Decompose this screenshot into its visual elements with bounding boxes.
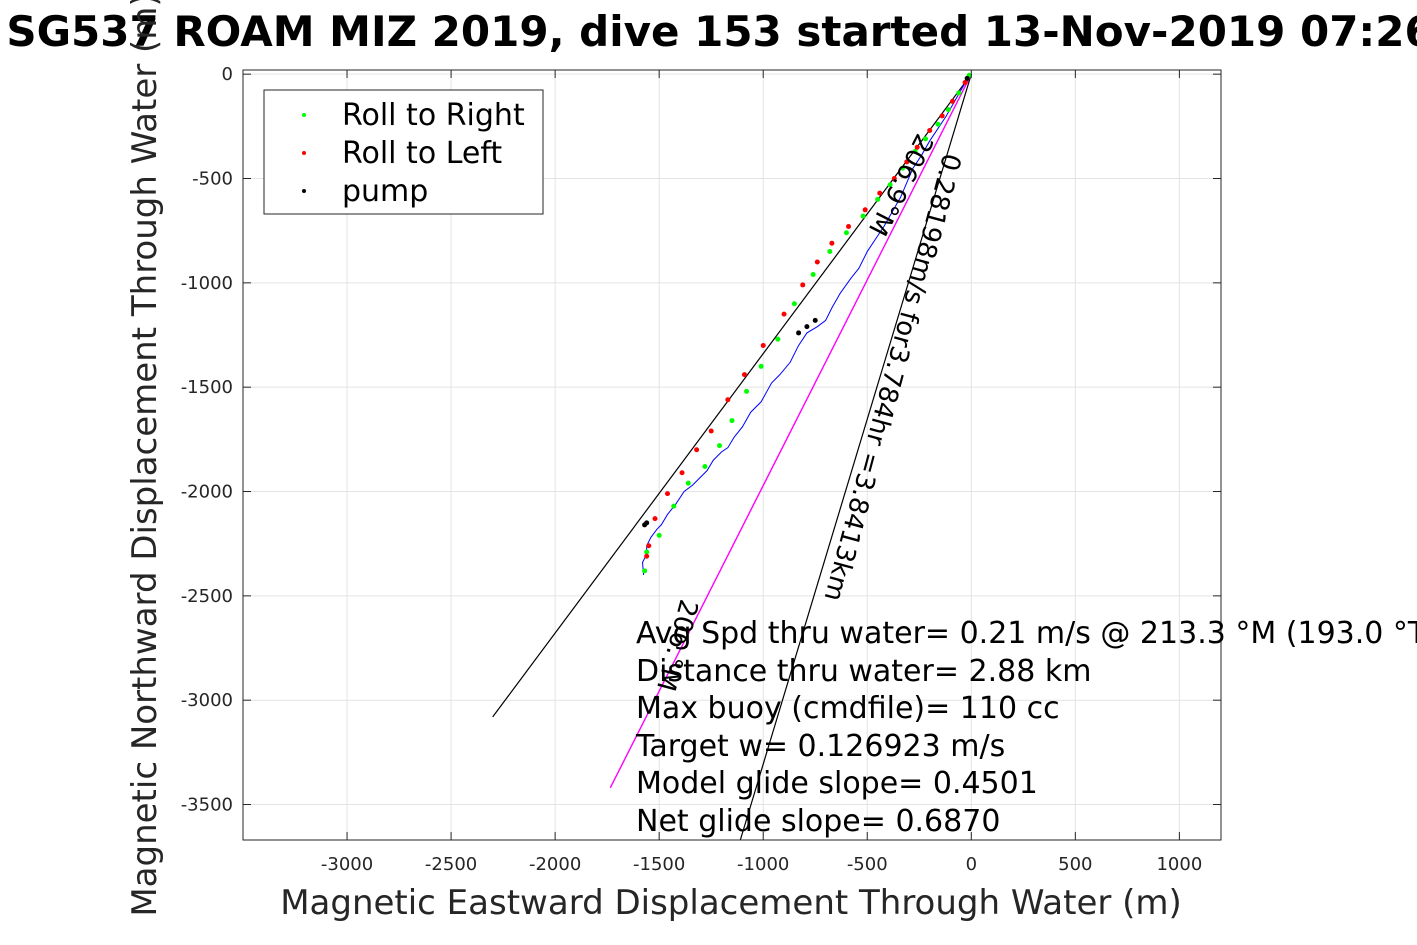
roll-right-point [956,90,962,96]
legend: Roll to Right Roll to Left pump [263,89,544,215]
plot-border [242,69,1222,841]
roll-right-point [791,301,797,307]
legend-roll-left-label: Roll to Left [342,136,502,171]
roll-right-point [758,363,764,369]
roll-left-point [664,491,670,497]
annotation-distance: Distance thru water= 2.88 km [636,654,1091,689]
legend-roll-left-marker [302,151,306,155]
wedge-line [739,74,972,841]
roll-right-point [900,165,906,171]
roll-right-point [671,503,677,509]
annotation-target-w: Target w= 0.126923 m/s [635,729,1005,764]
roll-right-point [702,463,708,469]
pump-point [796,330,802,336]
pump-point [812,317,818,323]
roll-left-point [962,80,968,86]
roll-right-point [945,107,951,113]
annotation-net-glide: Net glide slope= 0.6870 [636,804,1000,839]
roll-right-point [729,418,735,424]
dive-track-line [642,73,972,576]
x-axis-ticks: -3000 -2500 -2000 -1500 -1000 -500 0 500 1000 [321,70,1202,875]
roll-right-point [875,196,881,202]
plot-lines [492,73,972,841]
heading-line [609,73,972,789]
x-tick-label: -2000 [529,854,581,875]
roll-left-point [846,224,852,230]
x-tick-label: -3000 [321,854,373,875]
roll-right-point [717,443,723,449]
y-axis-ticks: 0 -500 -1000 -1500 -2000 -2500 -3000 -3500 [181,64,1221,816]
roll-left-point [877,190,883,196]
grid [243,70,1221,840]
x-tick-label: -1500 [633,854,685,875]
legend-pump-marker [302,189,306,193]
roll-left-point [760,342,766,348]
roll-right-point [923,136,929,142]
roll-right-point [644,549,650,555]
legend-roll-right-marker [302,113,306,117]
roll-right-point [744,388,750,394]
y-tick-label: -2000 [181,482,233,503]
pump-point [642,522,648,528]
y-axis-label: Magnetic Northward Displacement Through … [125,0,165,917]
roll-left-point [646,543,652,549]
y-tick-label: -1500 [181,377,233,398]
roll-left-point [652,516,658,522]
roll-right-point [843,230,849,236]
roll-left-point [939,113,945,119]
roll-right-point [810,271,816,277]
y-tick-label: -500 [192,169,233,190]
x-tick-label: -1000 [737,854,789,875]
legend-roll-right-label: Roll to Right [342,98,525,133]
roll-left-point [862,207,868,213]
roll-right-point [912,148,918,154]
roll-right-point [935,121,941,127]
roll-left-point [927,128,933,134]
roll-right-point [860,213,866,219]
x-tick-label: -2500 [425,854,477,875]
pump-point [804,324,810,330]
y-tick-label: -3000 [181,690,233,711]
annotations: Avg Spd thru water= 0.21 m/s @ 213.3 °M … [635,616,1417,839]
roll-left-point [725,397,731,403]
roll-left-point [904,159,910,165]
legend-box [263,89,544,215]
roll-left-point [644,553,650,559]
annotation-max-buoy: Max buoy (cmdfile)= 110 cc [636,691,1060,726]
annotation-model-glide: Model glide slope= 0.4501 [636,766,1038,801]
roll-left-point [741,372,747,378]
pump-point [964,75,970,81]
plot-points [642,72,972,574]
x-axis-label: Magnetic Eastward Displacement Through W… [280,883,1182,923]
y-tick-label: -3500 [181,795,233,816]
legend-pump-label: pump [342,174,428,209]
roll-right-point [656,532,662,538]
roll-left-point [914,144,920,150]
y-tick-label: -2500 [181,586,233,607]
roll-left-point [829,240,835,246]
roll-right-point [775,336,781,342]
roll-right-point [642,568,648,574]
roll-left-point [891,176,897,182]
roll-left-point [679,470,685,476]
chart-title: SG537 ROAM MIZ 2019, dive 153 started 13… [6,7,1417,56]
roll-right-point [887,182,893,188]
y-tick-label: 0 [222,64,233,85]
roll-right-point [827,249,833,255]
roll-left-point [694,447,700,453]
roll-left-point [950,98,956,104]
x-tick-label: 0 [966,854,977,875]
x-tick-label: 1000 [1156,854,1202,875]
annotation-avg-speed: Avg Spd thru water= 0.21 m/s @ 213.3 °M … [636,616,1417,651]
wedge-line [492,73,972,718]
roll-left-point [708,428,714,434]
x-tick-label: 500 [1058,854,1092,875]
roll-left-point [781,311,787,317]
roll-right-point [685,480,691,486]
x-tick-label: -500 [847,854,888,875]
y-tick-label: -1000 [181,273,233,294]
roll-left-point [814,259,820,265]
roll-left-point [800,282,806,288]
